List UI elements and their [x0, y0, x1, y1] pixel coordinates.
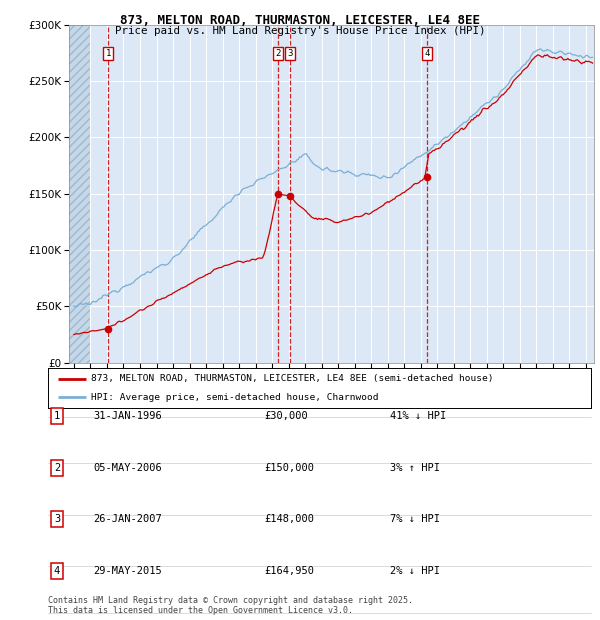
Text: 31-JAN-1996: 31-JAN-1996	[93, 411, 162, 422]
Text: 1: 1	[54, 411, 60, 422]
Text: 1: 1	[106, 49, 111, 58]
Text: HPI: Average price, semi-detached house, Charnwood: HPI: Average price, semi-detached house,…	[91, 392, 379, 402]
Text: £30,000: £30,000	[264, 411, 308, 422]
Bar	[69, 0, 91, 363]
Text: 873, MELTON ROAD, THURMASTON, LEICESTER, LE4 8EE: 873, MELTON ROAD, THURMASTON, LEICESTER,…	[120, 14, 480, 27]
Text: 2: 2	[275, 49, 280, 58]
Text: 29-MAY-2015: 29-MAY-2015	[93, 565, 162, 576]
Text: 26-JAN-2007: 26-JAN-2007	[93, 514, 162, 525]
Text: 4: 4	[54, 565, 60, 576]
Text: 3: 3	[287, 49, 292, 58]
Text: Price paid vs. HM Land Registry's House Price Index (HPI): Price paid vs. HM Land Registry's House …	[115, 26, 485, 36]
Text: Contains HM Land Registry data © Crown copyright and database right 2025.
This d: Contains HM Land Registry data © Crown c…	[48, 596, 413, 615]
Text: 3: 3	[54, 514, 60, 525]
Text: 3% ↑ HPI: 3% ↑ HPI	[390, 463, 440, 473]
Text: 2: 2	[54, 463, 60, 473]
Text: 41% ↓ HPI: 41% ↓ HPI	[390, 411, 446, 422]
Text: 05-MAY-2006: 05-MAY-2006	[93, 463, 162, 473]
Text: £164,950: £164,950	[264, 565, 314, 576]
Text: 7% ↓ HPI: 7% ↓ HPI	[390, 514, 440, 525]
Text: 873, MELTON ROAD, THURMASTON, LEICESTER, LE4 8EE (semi-detached house): 873, MELTON ROAD, THURMASTON, LEICESTER,…	[91, 374, 494, 383]
Bar	[69, 0, 91, 363]
Text: 2% ↓ HPI: 2% ↓ HPI	[390, 565, 440, 576]
Text: £150,000: £150,000	[264, 463, 314, 473]
Text: 4: 4	[425, 49, 430, 58]
Text: £148,000: £148,000	[264, 514, 314, 525]
